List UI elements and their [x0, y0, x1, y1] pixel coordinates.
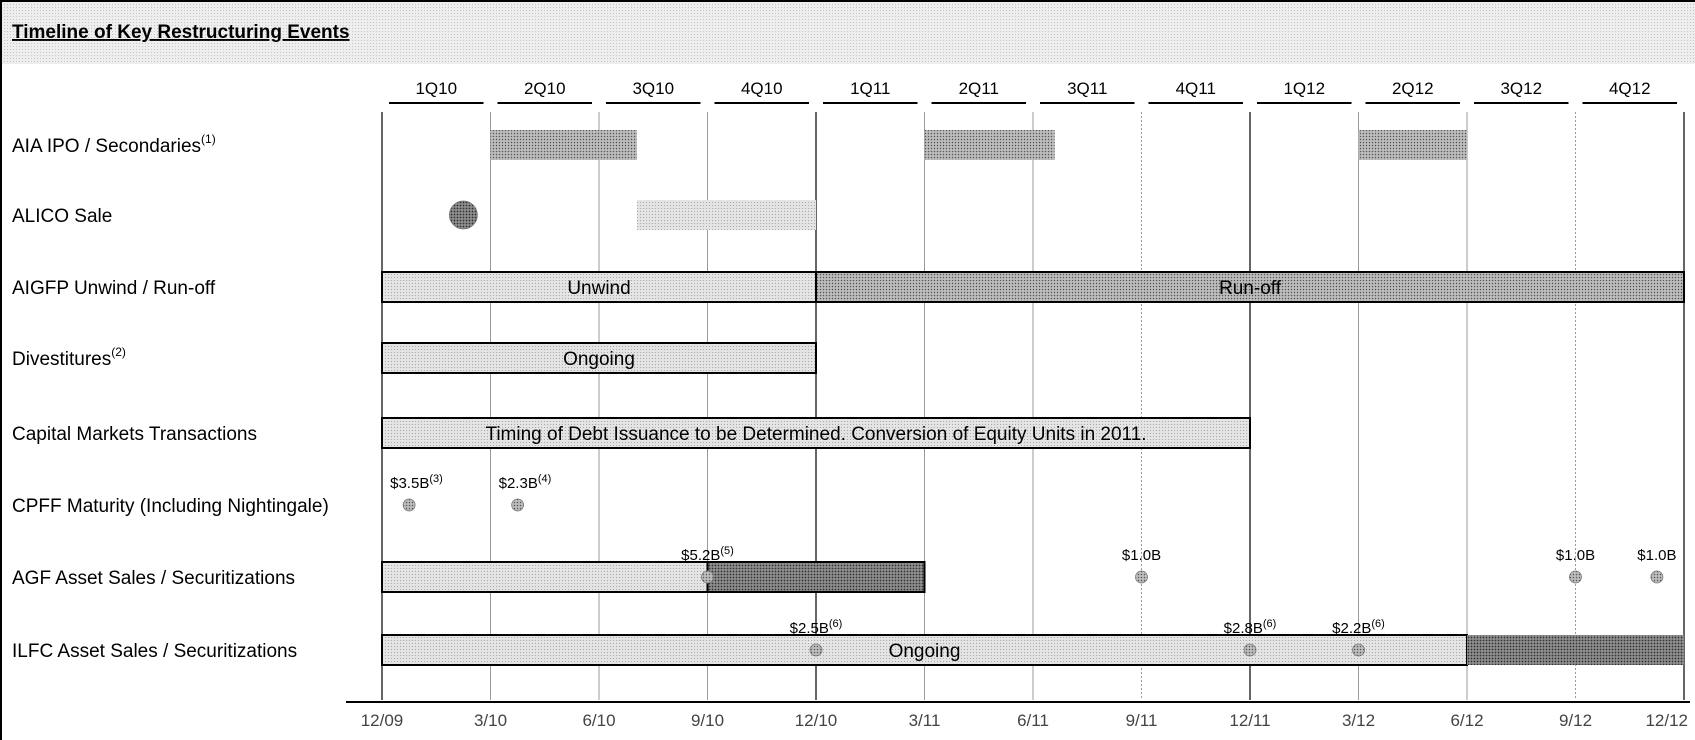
timeline-bar [1467, 635, 1684, 665]
bar-label: Ongoing [889, 641, 961, 662]
marker-amount: $2.8B [1224, 620, 1263, 637]
bar-label: Run-off [1219, 278, 1282, 299]
timeline-bar [381, 561, 709, 593]
row-label: AGF Asset Sales / Securitizations [12, 568, 295, 589]
row-label-footnote: (2) [111, 345, 126, 359]
event-marker [809, 643, 823, 657]
date-tick-label: 9/11 [1126, 711, 1158, 730]
timeline-bar [636, 200, 816, 230]
date-tick-label: 3/11 [909, 711, 941, 730]
marker-footnote: (4) [538, 473, 551, 485]
date-tick-label: 12/12 [1645, 711, 1688, 730]
row-label: ILFC Asset Sales / Securitizations [12, 641, 297, 662]
timeline-bar [1358, 130, 1467, 160]
page-title: Timeline of Key Restructuring Events [12, 22, 350, 43]
quarter-label: 2Q12 [1392, 79, 1434, 98]
timeline-bar [490, 130, 637, 160]
row-label: CPFF Maturity (Including Nightingale) [12, 496, 329, 517]
marker-label: $1.0B [1637, 547, 1676, 564]
event-marker [1135, 570, 1148, 584]
row-label-text: AIA IPO / Secondaries [12, 136, 201, 157]
row-label: ALICO Sale [12, 206, 112, 227]
quarter-label: 4Q10 [741, 79, 783, 98]
row-label: Capital Markets Transactions [12, 424, 257, 445]
marker-footnote: (6) [1371, 618, 1384, 630]
marker-label: $3.5B(3) [390, 473, 443, 492]
marker-amount: $1.0B [1637, 547, 1676, 564]
timeline-bar [381, 634, 1468, 666]
marker-footnote: (6) [1263, 618, 1276, 630]
date-tick-label: 12/11 [1229, 711, 1270, 730]
quarter-label: 2Q11 [959, 79, 999, 98]
marker-label: $2.8B(6) [1224, 618, 1277, 637]
marker-amount: $2.2B [1332, 620, 1371, 637]
timeline-bar [924, 130, 1055, 160]
quarter-label: 1Q12 [1283, 79, 1325, 98]
marker-amount: $2.5B [790, 620, 829, 637]
timeline-bar [381, 342, 817, 374]
quarter-label: 3Q11 [1067, 79, 1107, 98]
marker-label: $2.5B(6) [790, 618, 843, 637]
event-marker [701, 570, 714, 584]
marker-footnote: (3) [429, 473, 442, 485]
marker-label: $1.0B [1122, 547, 1161, 564]
marker-amount: $1.0B [1556, 547, 1595, 564]
marker-amount: $1.0B [1122, 547, 1161, 564]
date-tick-label: 9/12 [1559, 711, 1592, 730]
marker-label: $2.3B(4) [499, 473, 552, 492]
row-label: AIGFP Unwind / Run-off [12, 278, 216, 299]
row-label-text: Divestitures [12, 349, 111, 370]
event-marker [402, 498, 416, 512]
row-label: Divestitures(2) [12, 345, 126, 370]
event-marker [1243, 643, 1257, 657]
quarter-label: 3Q12 [1500, 79, 1542, 98]
marker-amount: $3.5B [390, 475, 429, 492]
quarter-label: 2Q10 [524, 79, 566, 98]
row-label-text: ILFC Asset Sales / Securitizations [12, 641, 297, 662]
marker-label: $5.2B(5) [681, 545, 734, 564]
bar-label: Unwind [567, 278, 630, 299]
timeline-bar [706, 561, 926, 593]
marker-label: $1.0B [1556, 547, 1595, 564]
quarter-label: 4Q12 [1609, 79, 1651, 98]
date-tick-label: 3/12 [1342, 711, 1375, 730]
date-tick-label: 6/11 [1017, 711, 1049, 730]
title-band [2, 2, 1695, 64]
date-tick-label: 3/10 [474, 711, 507, 730]
quarter-label: 4Q11 [1176, 79, 1216, 98]
quarter-label: 3Q10 [632, 79, 674, 98]
quarter-label: 1Q10 [415, 79, 457, 98]
date-tick-label: 6/12 [1450, 711, 1483, 730]
bar-label: Timing of Debt Issuance to be Determined… [485, 424, 1146, 445]
event-marker [1650, 570, 1664, 584]
row-label-text: CPFF Maturity (Including Nightingale) [12, 496, 329, 517]
marker-amount: $5.2B [681, 547, 720, 564]
marker-label: $2.2B(6) [1332, 618, 1385, 637]
quarter-label: 1Q11 [850, 79, 890, 98]
date-tick-label: 12/09 [361, 711, 404, 730]
row-label-footnote: (1) [201, 132, 216, 146]
date-tick-label: 6/10 [582, 711, 615, 730]
date-tick-label: 9/10 [691, 711, 724, 730]
row-label-text: Capital Markets Transactions [12, 424, 257, 445]
row-label-text: AIGFP Unwind / Run-off [12, 278, 216, 299]
row-label-text: ALICO Sale [12, 206, 112, 227]
date-tick-label: 12/10 [795, 711, 838, 730]
event-marker [448, 200, 478, 230]
row-label-text: AGF Asset Sales / Securitizations [12, 568, 295, 589]
timeline-bar [381, 417, 1251, 449]
marker-amount: $2.3B [499, 475, 538, 492]
row-label: AIA IPO / Secondaries(1) [12, 132, 216, 157]
marker-footnote: (5) [720, 545, 733, 557]
event-marker [511, 498, 525, 512]
event-marker [1569, 570, 1582, 584]
event-marker [1352, 643, 1365, 657]
marker-footnote: (6) [829, 618, 842, 630]
timeline-bar [815, 271, 1685, 303]
bar-label: Ongoing [563, 349, 635, 370]
